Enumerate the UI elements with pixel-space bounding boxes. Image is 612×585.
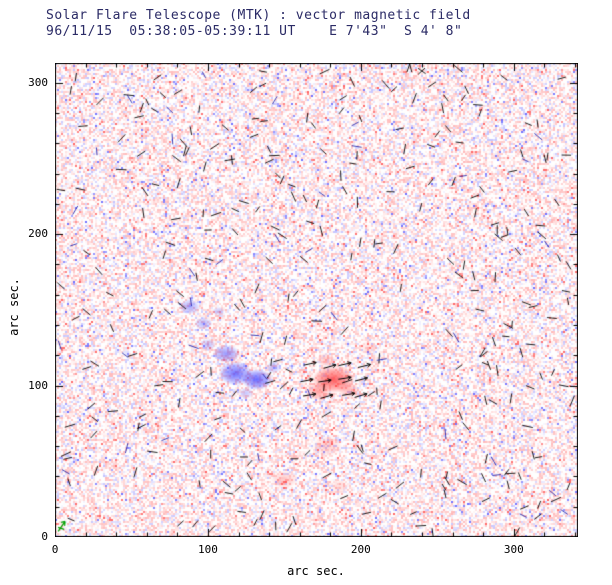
x-tick-label: 100 [197,543,218,556]
magnetogram-plot-canvas [55,63,578,537]
x-tick-label: 0 [51,543,59,556]
x-tick-label: 300 [503,543,524,556]
x-tick-label: 200 [350,543,371,556]
plot-title: Solar Flare Telescope (MTK) : vector mag… [46,8,471,23]
y-tick-label: 0 [41,530,48,543]
y-tick-label: 100 [28,378,48,392]
y-tick-label: 300 [28,75,48,89]
x-axis-label: arc sec. [287,564,345,578]
y-axis-label: arc sec. [7,278,21,336]
y-tick-label: 200 [28,227,48,241]
plot-subtitle: 96/11/15 05:38:05-05:39:11 UT E 7'43" S … [46,24,463,39]
